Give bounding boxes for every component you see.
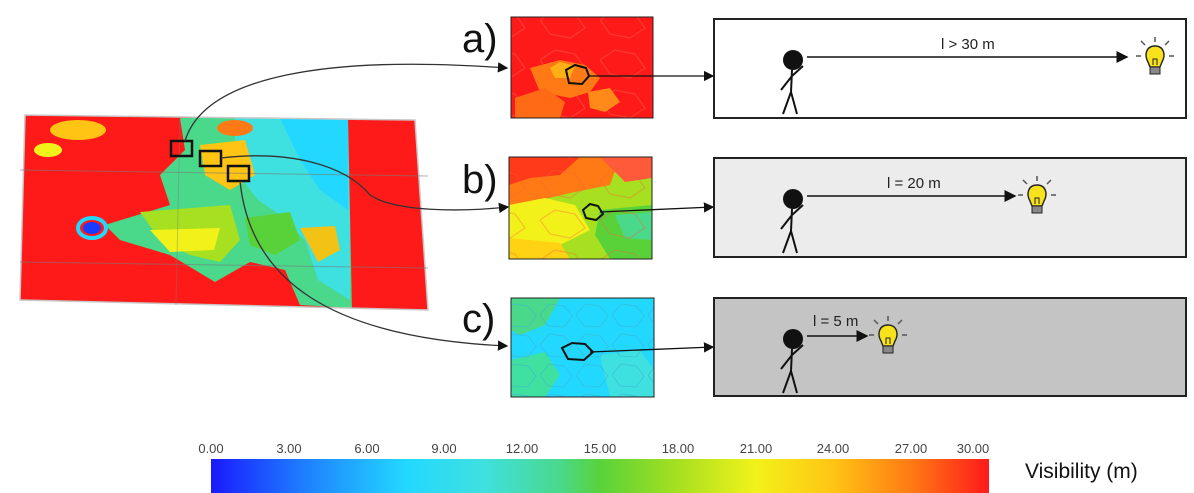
colorbar-tick: 0.00 <box>198 441 224 456</box>
colorbar-tick: 15.00 <box>583 441 617 456</box>
colorbar-tick: 18.00 <box>661 441 695 456</box>
connector-arrow-a <box>184 62 509 142</box>
scene-panel-a: l > 30 m <box>713 18 1187 119</box>
zoom-image-b <box>508 156 653 260</box>
distance-label-c: l = 5 m <box>813 313 859 330</box>
legend-title: Visibility (m) <box>1025 460 1138 483</box>
zoom-image-c <box>510 297 655 398</box>
panel-a-label: a) <box>462 17 498 61</box>
connector-zoom-scene-b <box>599 202 715 213</box>
connector-arrow-b <box>220 155 510 214</box>
colorbar-tick: 6.00 <box>354 441 380 456</box>
distance-label-b: l = 20 m <box>887 175 941 192</box>
scene-panel-b: l = 20 m <box>713 157 1187 258</box>
lightbulb-icon-a <box>1136 37 1174 75</box>
selection-box-a <box>169 139 194 158</box>
colorbar-tick: 27.00 <box>894 441 928 456</box>
selection-box-b <box>198 149 223 168</box>
colorbar-tick: 24.00 <box>816 441 850 456</box>
selection-box-c <box>226 164 251 183</box>
colorbar-tick: 12.00 <box>505 441 539 456</box>
person-figure-b <box>780 189 804 254</box>
colorbar-tick: 9.00 <box>431 441 457 456</box>
connector-arrow-c <box>239 180 509 351</box>
visibility-map-3d <box>19 114 429 311</box>
distance-label-a: l > 30 m <box>941 36 995 53</box>
visibility-colorbar <box>211 459 989 493</box>
person-figure-c <box>780 329 804 394</box>
panel-b-label: b) <box>462 158 498 202</box>
scene-panel-c: l = 5 m <box>713 297 1187 397</box>
lightbulb-icon-b <box>1018 176 1056 214</box>
colorbar-tick: 21.00 <box>739 441 773 456</box>
lightbulb-icon-c <box>869 316 907 354</box>
person-figure-a <box>780 50 804 115</box>
zoom-image-a <box>510 16 654 119</box>
colorbar-tick: 30.00 <box>956 441 990 456</box>
connector-zoom-scene-c <box>589 342 715 353</box>
panel-c-label: c) <box>462 297 496 341</box>
colorbar-tick: 3.00 <box>276 441 302 456</box>
